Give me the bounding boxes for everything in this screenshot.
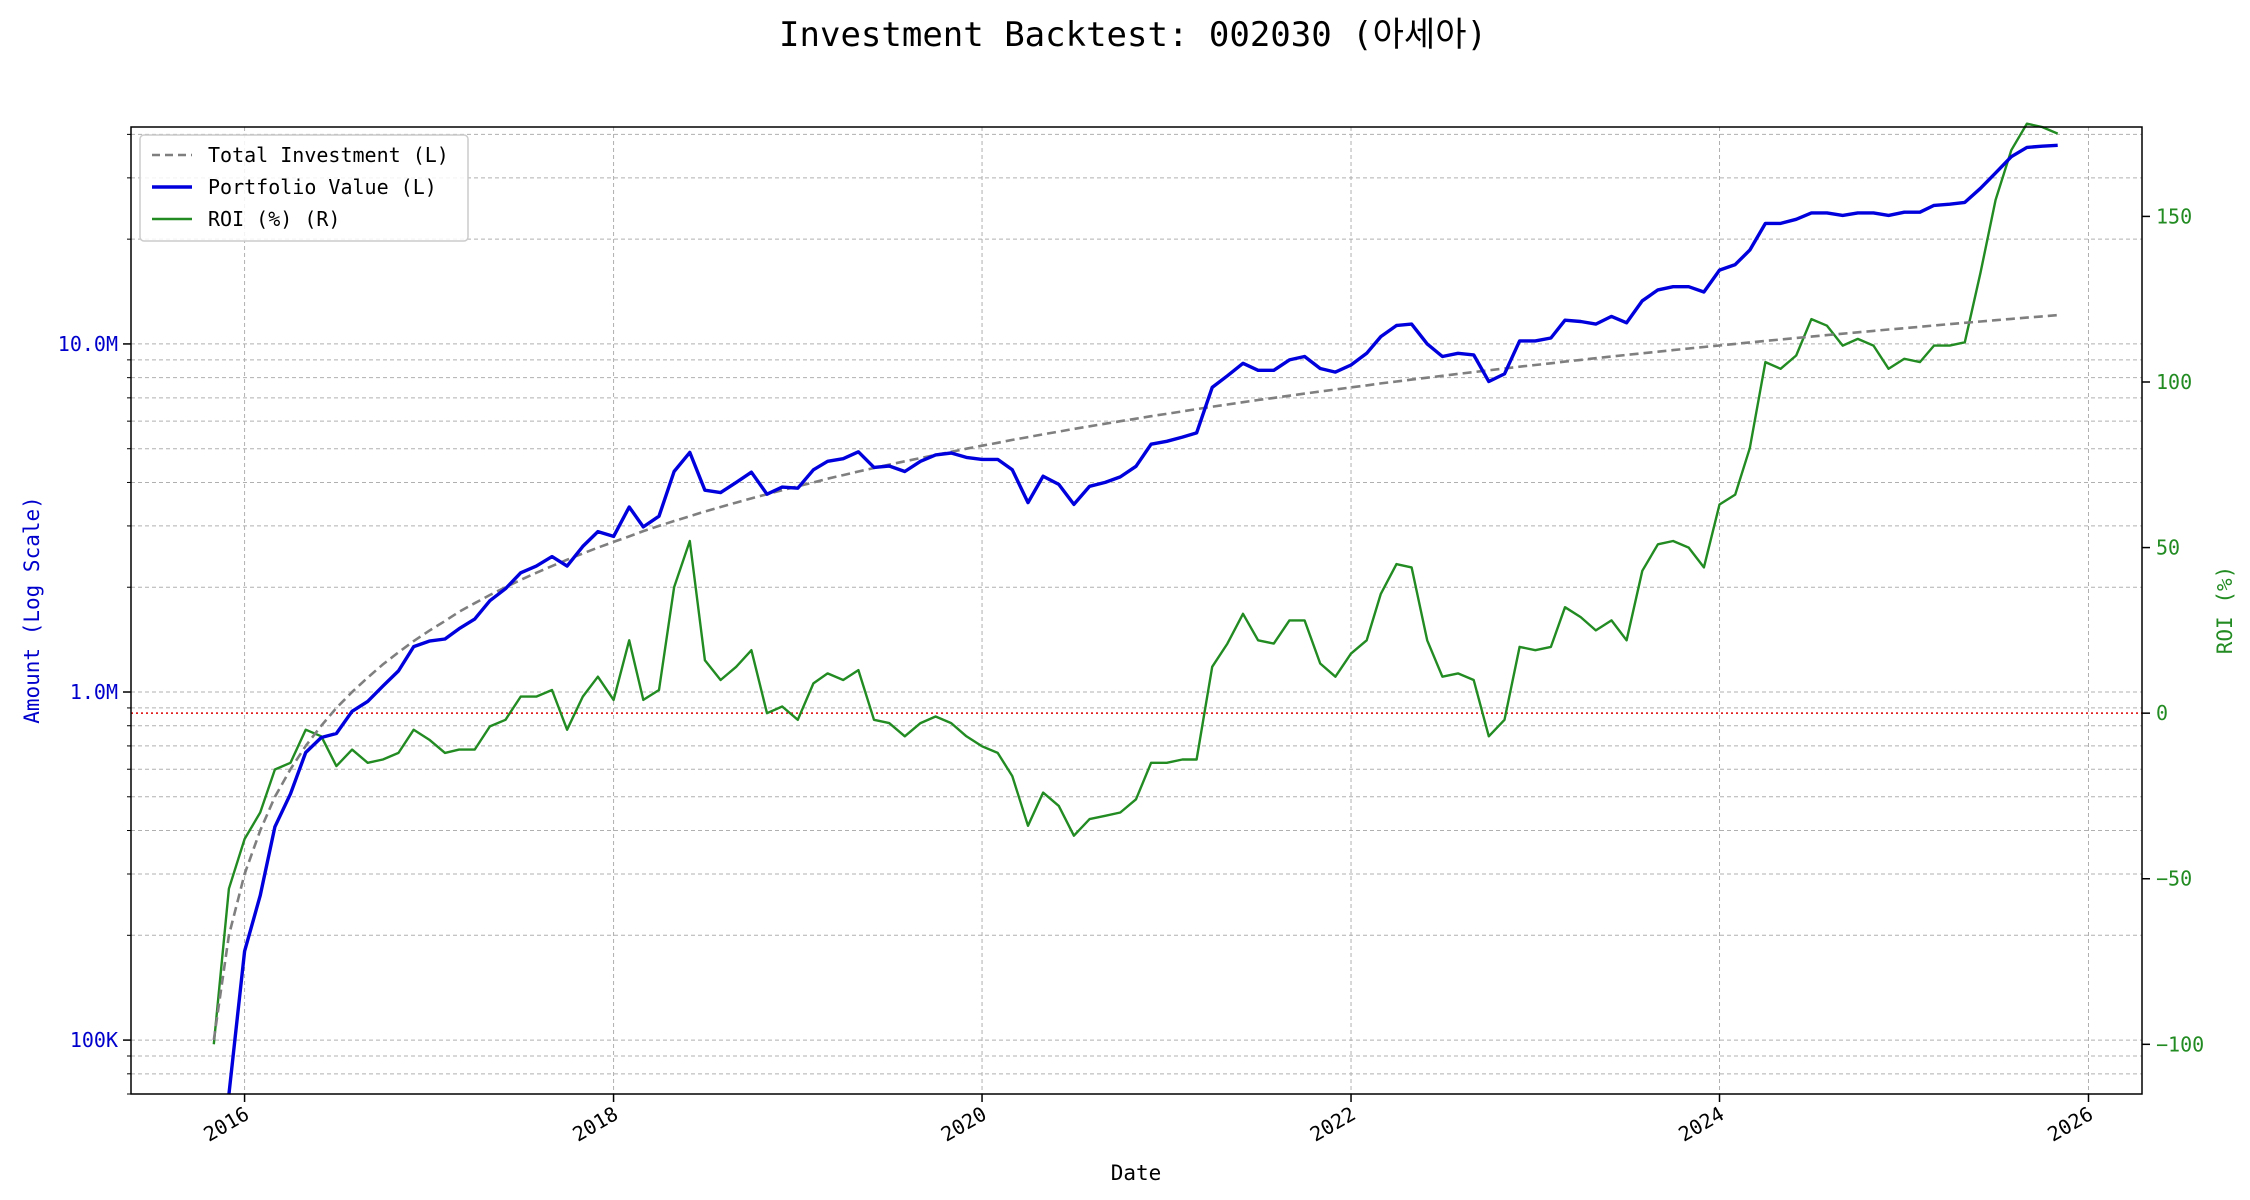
legend-entry-portfolio-value: Portfolio Value (L) — [152, 175, 437, 199]
right-axis-label: ROI (%) — [2213, 566, 2237, 655]
left-tick-label: 100K — [70, 1028, 118, 1052]
right-tick-label: −50 — [2156, 867, 2192, 891]
left-axis-label: Amount (Log Scale) — [20, 496, 44, 724]
series-line-roi-r — [212, 122, 2059, 1045]
series-line-portfolio-value-l — [227, 143, 2058, 1095]
x-axis-label: Date — [1111, 1161, 1162, 1185]
series-line-total-investment-l — [212, 313, 2058, 1041]
legend-label-roi: ROI (%) (R) — [208, 207, 340, 231]
left-axis-ticks: 100K 1.0M 10.0M — [58, 133, 131, 1095]
left-tick-label: 10.0M — [58, 332, 118, 356]
legend-entry-roi: ROI (%) (R) — [152, 207, 340, 231]
right-tick-label: 150 — [2156, 204, 2192, 228]
plot-frame — [130, 126, 2143, 1095]
series-lines — [212, 122, 2059, 1095]
legend-entry-total-investment: Total Investment (L) — [152, 143, 449, 167]
legend-label-portfolio-value: Portfolio Value (L) — [208, 175, 437, 199]
legend-label-total-investment: Total Investment (L) — [208, 143, 449, 167]
legend: Total Investment (L) Portfolio Value (L)… — [139, 134, 469, 242]
legend-box — [139, 134, 469, 242]
right-tick-label: 50 — [2156, 536, 2180, 560]
left-tick-label: 1.0M — [70, 680, 118, 704]
grid — [131, 127, 2142, 1095]
chart-title: Investment Backtest: 002030 (아세아) — [779, 15, 1487, 55]
right-tick-label: 0 — [2156, 701, 2168, 725]
right-tick-label: −100 — [2156, 1032, 2204, 1056]
right-axis-ticks: −100 −50 0 50 100 150 — [2142, 204, 2204, 1056]
right-tick-label: 100 — [2156, 370, 2192, 394]
